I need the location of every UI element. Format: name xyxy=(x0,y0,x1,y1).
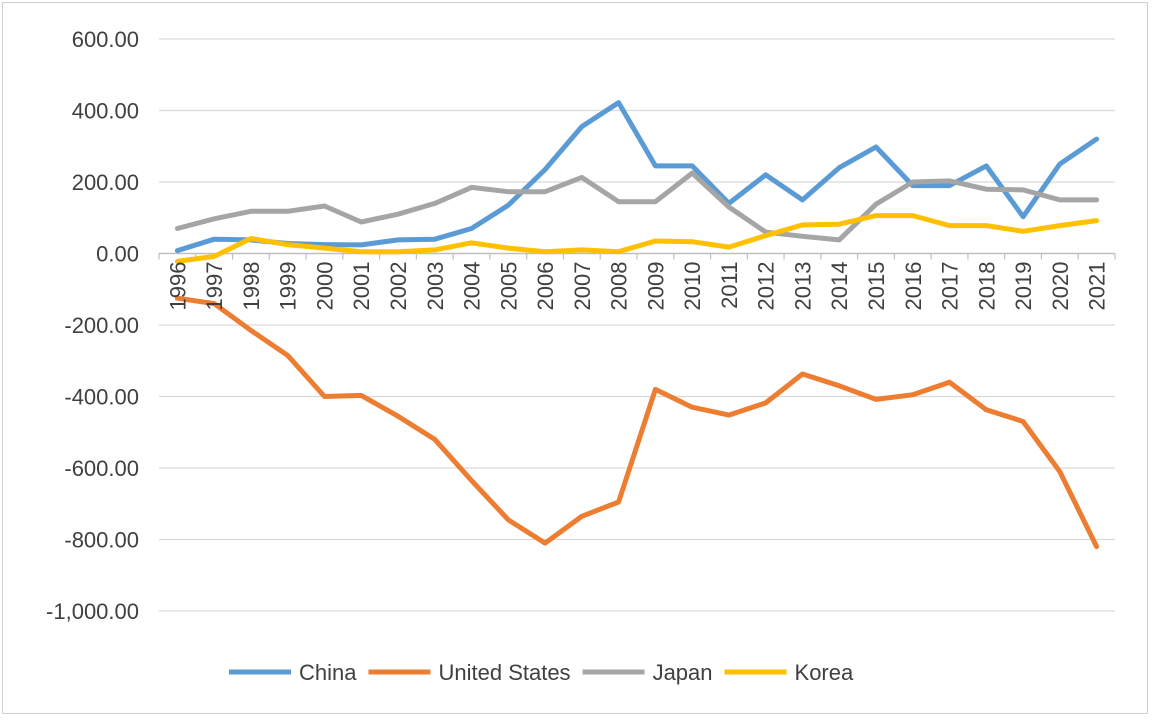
x-tick-label: 2001 xyxy=(349,262,374,311)
x-tick-label: 2003 xyxy=(423,262,448,311)
y-tick-label: -400.00 xyxy=(64,385,139,410)
series-lines xyxy=(174,100,1100,550)
legend-label-japan: Japan xyxy=(653,660,713,685)
x-tick-label: 2018 xyxy=(974,261,999,310)
x-tick-label: 2019 xyxy=(1011,262,1036,311)
x-tick-label: 2017 xyxy=(938,262,963,311)
x-tick-label: 2015 xyxy=(864,262,889,311)
x-tick-label: 2002 xyxy=(386,262,411,311)
y-tick-label: 200.00 xyxy=(72,170,139,195)
x-tick-label: 2009 xyxy=(643,262,668,311)
series-line-china xyxy=(174,100,1100,254)
y-tick-label: 400.00 xyxy=(72,99,139,124)
x-tick-label: 2000 xyxy=(312,262,337,311)
line-chart: 600.00 400.00 200.00 0.00 -200.00 -400.00 -600… xyxy=(46,27,1116,685)
y-tick-label: -600.00 xyxy=(64,456,139,481)
x-tick-label: 2008 xyxy=(607,262,632,311)
legend-label-korea: Korea xyxy=(795,660,854,685)
x-tick-label: 2021 xyxy=(1085,262,1110,311)
x-tick-label: 2005 xyxy=(496,262,521,311)
x-tick-label: 2012 xyxy=(754,262,779,311)
grid-lines xyxy=(158,38,1116,612)
x-tick-label: 2011 xyxy=(717,262,742,309)
legend-label-united-states: United States xyxy=(438,660,570,685)
x-axis-tick-labels: 1996 1997 1998 1999 2000 2001 2002 2003 2004 2005… xyxy=(165,261,1109,310)
x-tick-label: 2013 xyxy=(790,262,815,311)
x-tick-label: 2020 xyxy=(1048,262,1073,311)
y-tick-label: 600.00 xyxy=(72,27,139,52)
x-tick-label: 1999 xyxy=(276,262,301,311)
x-tick-label: 1998 xyxy=(239,262,264,311)
y-tick-label: -800.00 xyxy=(64,528,139,553)
x-tick-label: 2014 xyxy=(827,262,852,311)
x-tick-label: 1996 xyxy=(165,262,190,311)
x-tick-label: 2006 xyxy=(533,262,558,311)
y-tick-label: -1,000.00 xyxy=(46,599,139,624)
series-line-japan xyxy=(174,170,1100,243)
x-tick-label: 2004 xyxy=(460,262,485,311)
y-axis-tick-labels: 600.00 400.00 200.00 0.00 -200.00 -400.00 -600… xyxy=(46,27,139,624)
y-tick-label: 0.00 xyxy=(96,242,139,267)
x-tick-label: 2007 xyxy=(570,262,595,311)
x-tick-label: 2010 xyxy=(680,262,705,311)
legend: China United States Japan Korea xyxy=(229,660,854,685)
x-tick-label: 1997 xyxy=(202,262,227,311)
series-line-united-states xyxy=(174,295,1100,550)
x-tick-label: 2016 xyxy=(901,262,926,311)
y-tick-label: -200.00 xyxy=(64,313,139,338)
series-line-korea xyxy=(174,213,1100,264)
legend-label-china: China xyxy=(299,660,357,685)
